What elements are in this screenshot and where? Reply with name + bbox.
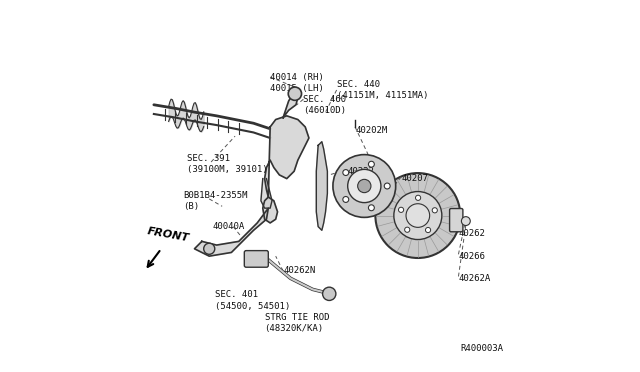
- Text: SEC. 401
(54500, 54501): SEC. 401 (54500, 54501): [215, 291, 290, 311]
- Circle shape: [415, 195, 420, 201]
- Circle shape: [323, 287, 336, 301]
- Polygon shape: [195, 208, 268, 256]
- Text: 40262N: 40262N: [283, 266, 316, 275]
- Circle shape: [376, 173, 460, 258]
- Text: SEC. 460
(46010D): SEC. 460 (46010D): [303, 95, 346, 115]
- Circle shape: [333, 155, 396, 217]
- Text: 40207: 40207: [401, 174, 428, 183]
- Circle shape: [406, 204, 429, 227]
- Circle shape: [369, 161, 374, 167]
- Text: 40040A: 40040A: [213, 222, 245, 231]
- Text: FRONT: FRONT: [147, 226, 191, 243]
- Text: 40266: 40266: [458, 251, 485, 261]
- Circle shape: [343, 196, 349, 202]
- Circle shape: [426, 227, 431, 232]
- Circle shape: [204, 243, 215, 254]
- Text: SEC. 440
(41151M, 41151MA): SEC. 440 (41151M, 41151MA): [337, 80, 428, 100]
- Text: 40222: 40222: [348, 167, 374, 176]
- Text: 40014 (RH)
40015 (LH): 40014 (RH) 40015 (LH): [270, 73, 324, 93]
- Polygon shape: [261, 179, 272, 208]
- Text: 40202M: 40202M: [355, 126, 387, 135]
- FancyBboxPatch shape: [244, 251, 268, 267]
- Polygon shape: [264, 116, 309, 197]
- Text: B0B1B4-2355M
(B): B0B1B4-2355M (B): [184, 191, 248, 211]
- Text: SEC. 391
(39100M, 39101): SEC. 391 (39100M, 39101): [187, 154, 268, 174]
- Circle shape: [404, 227, 410, 232]
- Circle shape: [358, 179, 371, 193]
- Circle shape: [343, 170, 349, 176]
- Text: 40262A: 40262A: [458, 274, 491, 283]
- Circle shape: [369, 205, 374, 211]
- Circle shape: [384, 183, 390, 189]
- Circle shape: [394, 192, 442, 240]
- Circle shape: [288, 87, 301, 100]
- Polygon shape: [283, 92, 298, 118]
- Circle shape: [399, 207, 404, 212]
- Polygon shape: [263, 197, 278, 223]
- Circle shape: [348, 169, 381, 203]
- Circle shape: [432, 208, 437, 213]
- Polygon shape: [316, 142, 328, 230]
- Circle shape: [461, 217, 470, 225]
- Text: R400003A: R400003A: [460, 344, 503, 353]
- Text: 40262: 40262: [458, 230, 485, 238]
- Text: STRG TIE ROD
(48320K/KA): STRG TIE ROD (48320K/KA): [264, 312, 329, 333]
- FancyBboxPatch shape: [449, 209, 463, 232]
